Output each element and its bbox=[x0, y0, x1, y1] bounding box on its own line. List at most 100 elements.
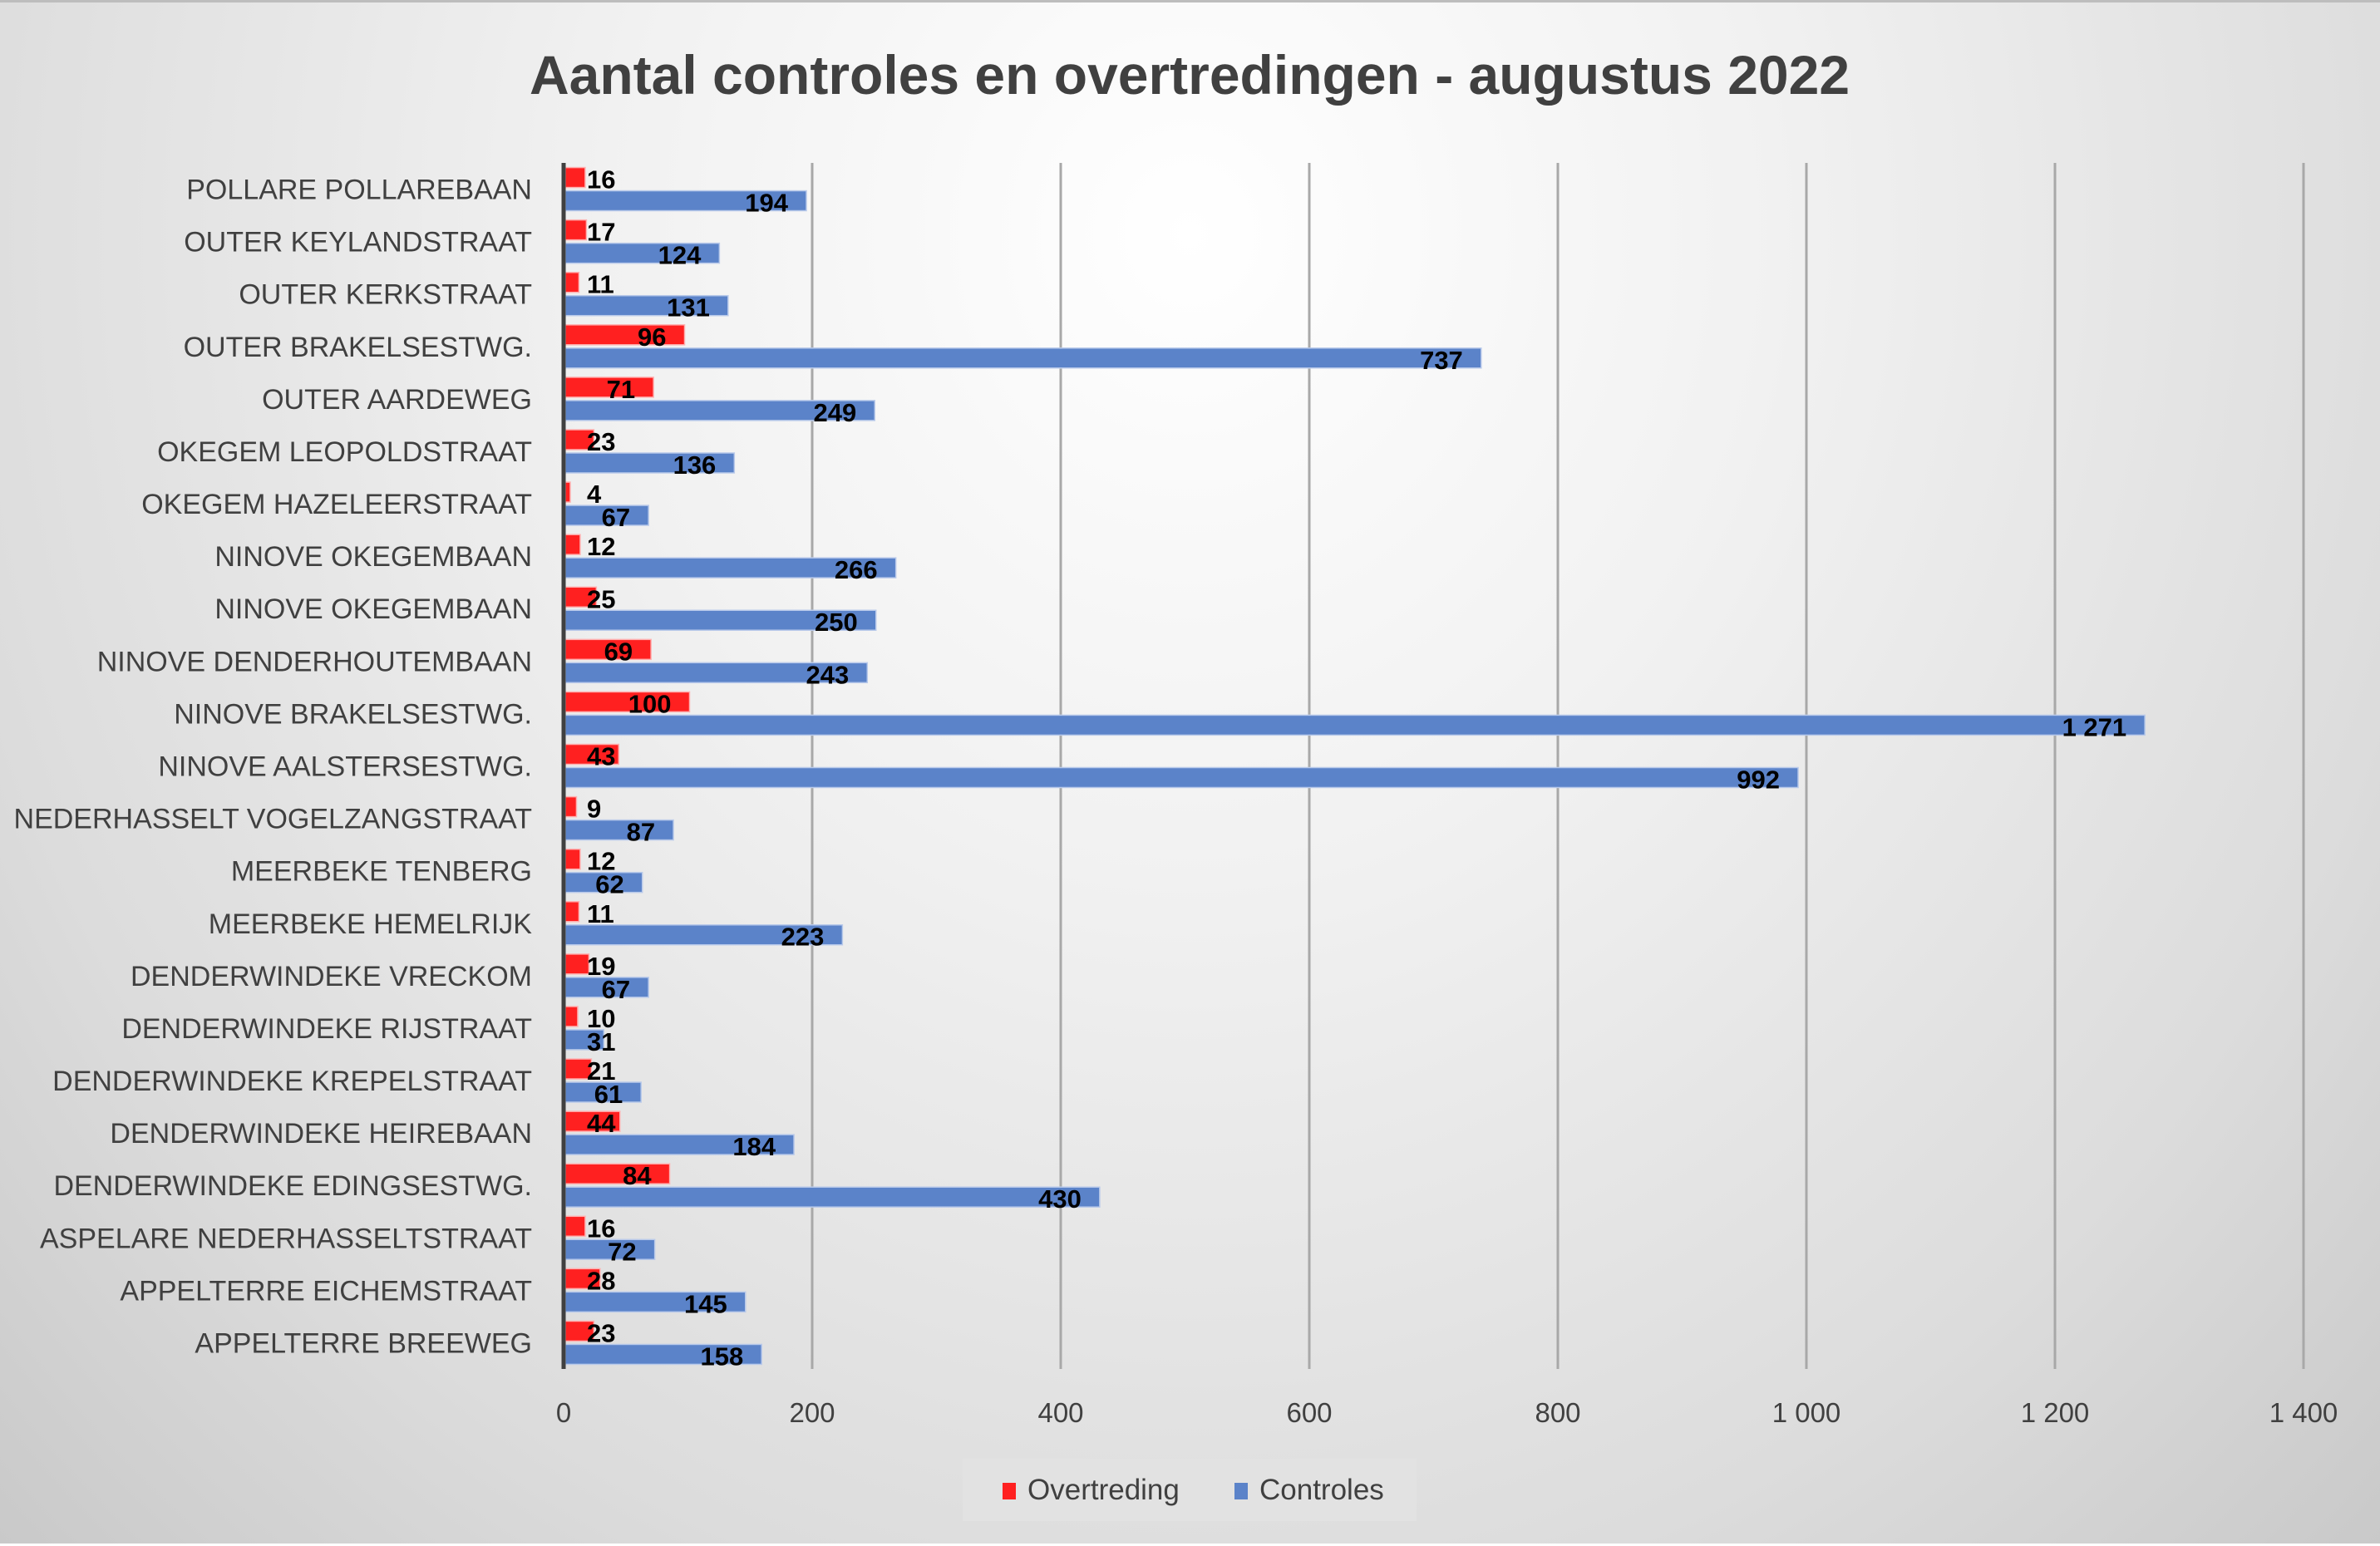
data-label-overtreding: 4 bbox=[587, 480, 602, 509]
category-label: NEDERHASSELT VOGELZANGSTRAAT bbox=[14, 804, 532, 835]
data-label-controles: 145 bbox=[684, 1289, 727, 1318]
x-tick-label: 800 bbox=[1535, 1397, 1580, 1428]
data-label-controles: 992 bbox=[1737, 765, 1780, 794]
bar-overtreding bbox=[564, 795, 578, 818]
data-label-controles: 31 bbox=[587, 1027, 615, 1056]
legend-background bbox=[963, 1459, 1417, 1521]
data-label-controles: 124 bbox=[658, 241, 702, 270]
bar-overtreding bbox=[564, 166, 586, 189]
data-label-overtreding: 16 bbox=[587, 1214, 615, 1243]
data-label-controles: 430 bbox=[1038, 1184, 1082, 1214]
bar-controles bbox=[564, 766, 1799, 789]
data-label-controles: 67 bbox=[602, 503, 630, 532]
category-label: MEERBEKE HEMELRIJK bbox=[209, 908, 533, 940]
x-tick-label: 200 bbox=[789, 1397, 835, 1428]
legend-label-controles[interactable]: Controles bbox=[1259, 1474, 1384, 1506]
data-label-controles: 136 bbox=[673, 451, 717, 480]
legend: Overtreding Controles bbox=[963, 1459, 1417, 1521]
category-label: OUTER KEYLANDSTRAAT bbox=[184, 227, 532, 258]
x-axis-ticks: 0 200 400 600 800 1 000 1 200 1 400 bbox=[556, 1397, 2338, 1428]
data-label-overtreding: 100 bbox=[628, 689, 672, 718]
x-tick-label: 0 bbox=[556, 1397, 571, 1428]
bar-overtreding bbox=[564, 901, 580, 923]
category-label: OUTER AARDEWEG bbox=[262, 384, 532, 416]
data-label-controles: 184 bbox=[732, 1132, 776, 1161]
category-label: OKEGEM LEOPOLDSTRAAT bbox=[157, 436, 532, 468]
category-label: NINOVE AALSTERSESTWG. bbox=[158, 751, 532, 783]
bar-overtreding bbox=[564, 1215, 586, 1238]
data-label-overtreding: 9 bbox=[587, 795, 601, 824]
bar-overtreding bbox=[564, 848, 581, 870]
data-label-overtreding: 69 bbox=[604, 637, 633, 666]
category-label: NINOVE OKEGEMBAAN bbox=[214, 593, 532, 625]
category-label: DENDERWINDEKE KREPELSTRAAT bbox=[52, 1066, 532, 1097]
data-label-overtreding: 43 bbox=[587, 742, 615, 771]
data-label-overtreding: 12 bbox=[587, 532, 615, 561]
data-label-overtreding: 12 bbox=[587, 847, 615, 876]
legend-swatch-controles bbox=[1234, 1483, 1248, 1499]
chart-title: Aantal controles en overtredingen - augu… bbox=[530, 44, 1850, 106]
data-labels: 1619417124111319673771249231364671226625… bbox=[587, 165, 2126, 1371]
category-label: DENDERWINDEKE HEIREBAAN bbox=[110, 1118, 532, 1150]
data-label-controles: 243 bbox=[806, 660, 850, 689]
data-label-controles: 266 bbox=[835, 555, 878, 584]
data-label-overtreding: 17 bbox=[587, 218, 615, 247]
category-label: DENDERWINDEKE VRECKOM bbox=[131, 961, 532, 992]
category-label: DENDERWINDEKE EDINGSESTWG. bbox=[53, 1170, 532, 1202]
data-label-controles: 737 bbox=[1420, 346, 1463, 375]
bar-overtreding bbox=[564, 271, 580, 293]
data-label-controles: 194 bbox=[745, 189, 788, 218]
data-label-controles: 61 bbox=[594, 1080, 623, 1109]
data-label-overtreding: 44 bbox=[587, 1109, 616, 1138]
bar-controles bbox=[564, 714, 2146, 736]
x-tick-label: 1 400 bbox=[2269, 1397, 2338, 1428]
data-label-controles: 249 bbox=[814, 398, 857, 427]
x-tick-label: 600 bbox=[1286, 1397, 1332, 1428]
category-label: APPELTERRE BREEWEG bbox=[195, 1327, 532, 1359]
data-label-controles: 62 bbox=[595, 870, 623, 899]
category-label: OUTER BRAKELSESTWG. bbox=[184, 332, 532, 363]
bar-overtreding bbox=[564, 324, 686, 346]
data-label-overtreding: 11 bbox=[587, 899, 614, 928]
bar-overtreding bbox=[564, 1163, 671, 1184]
data-label-controles: 1 271 bbox=[2062, 712, 2127, 741]
data-label-overtreding: 23 bbox=[587, 1318, 615, 1347]
data-label-overtreding: 19 bbox=[587, 952, 615, 981]
legend-swatch-overtreding bbox=[1003, 1483, 1016, 1499]
bar-overtreding bbox=[564, 534, 581, 555]
data-label-overtreding: 84 bbox=[623, 1161, 652, 1190]
data-label-overtreding: 96 bbox=[638, 322, 666, 352]
x-tick-label: 1 200 bbox=[2021, 1397, 2090, 1428]
bar-overtreding bbox=[564, 953, 590, 975]
category-label: NINOVE OKEGEMBAAN bbox=[214, 541, 532, 573]
category-label: OKEGEM HAZELEERSTRAAT bbox=[141, 489, 532, 520]
data-label-overtreding: 21 bbox=[587, 1056, 615, 1086]
data-label-overtreding: 28 bbox=[587, 1266, 615, 1295]
data-label-overtreding: 10 bbox=[587, 1004, 615, 1033]
data-label-overtreding: 11 bbox=[587, 270, 614, 299]
data-label-controles: 67 bbox=[602, 975, 630, 1004]
bar-overtreding bbox=[564, 481, 571, 503]
legend-label-overtreding[interactable]: Overtreding bbox=[1027, 1474, 1180, 1506]
category-label: POLLARE POLLAREBAAN bbox=[186, 175, 532, 206]
data-label-controles: 223 bbox=[781, 923, 825, 952]
category-label: MEERBEKE TENBERG bbox=[231, 856, 532, 888]
category-label: DENDERWINDEKE RIJSTRAAT bbox=[121, 1013, 532, 1045]
data-label-overtreding: 16 bbox=[587, 165, 615, 194]
bar-controles bbox=[564, 347, 1482, 369]
category-label: APPELTERRE EICHEMSTRAAT bbox=[120, 1275, 532, 1307]
bar-overtreding bbox=[564, 1006, 579, 1027]
bar-overtreding bbox=[564, 219, 588, 241]
data-label-overtreding: 23 bbox=[587, 427, 615, 456]
category-labels: POLLARE POLLAREBAAN OUTER KEYLANDSTRAAT OU… bbox=[14, 175, 533, 1360]
bars bbox=[564, 166, 2146, 1366]
data-label-overtreding: 71 bbox=[607, 375, 635, 404]
data-label-controles: 131 bbox=[667, 293, 710, 322]
category-label: OUTER KERKSTRAAT bbox=[239, 279, 532, 311]
category-label: NINOVE DENDERHOUTEMBAAN bbox=[97, 646, 532, 677]
data-label-overtreding: 25 bbox=[587, 584, 615, 613]
category-label: NINOVE BRAKELSESTWG. bbox=[174, 698, 532, 730]
x-tick-label: 400 bbox=[1037, 1397, 1083, 1428]
